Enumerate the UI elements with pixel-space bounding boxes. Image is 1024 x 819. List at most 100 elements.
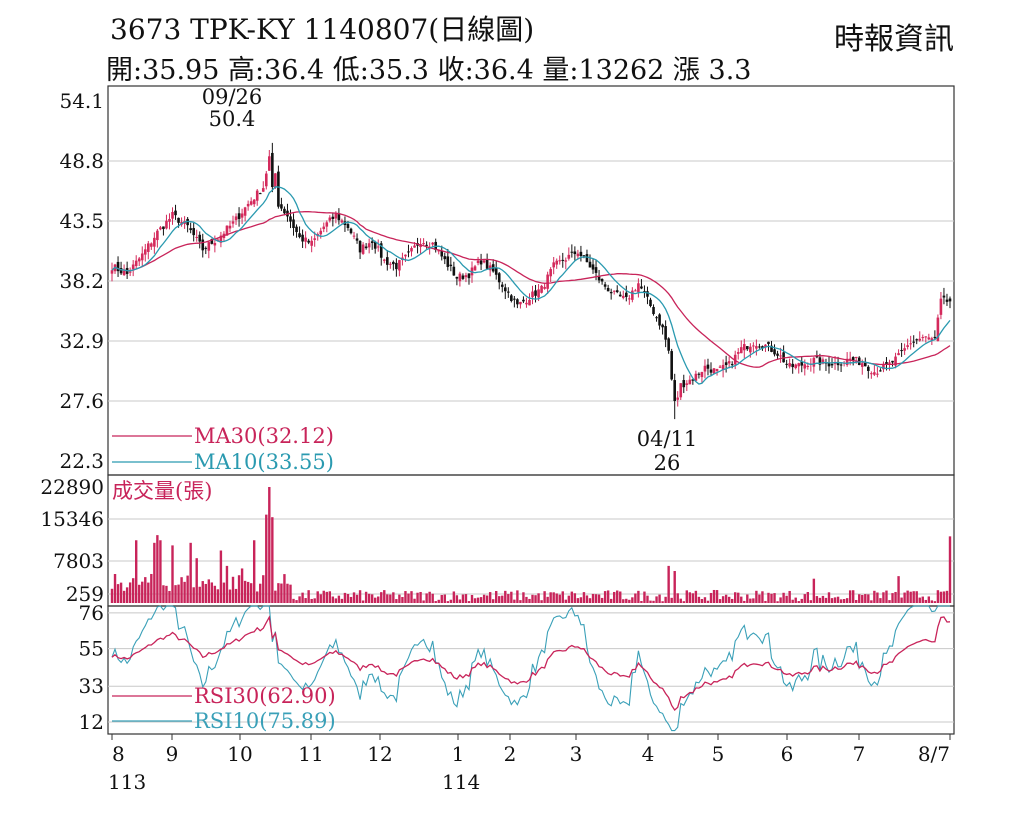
candle-body: [376, 246, 380, 248]
candle-body: [546, 274, 549, 289]
volume-bar: [325, 591, 328, 603]
volume-bar: [180, 577, 183, 603]
candle-body: [746, 346, 749, 350]
candle-body: [755, 346, 758, 349]
volume-bar: [682, 601, 685, 603]
candle-body: [137, 258, 141, 262]
x-month-label: 10: [227, 742, 252, 766]
volume-bar: [286, 583, 289, 603]
candle-body: [246, 203, 250, 207]
volume-bar: [322, 590, 325, 603]
volume-bar: [373, 597, 377, 603]
candle-body: [664, 326, 667, 340]
candle-body: [682, 380, 686, 388]
volume-bar: [873, 590, 876, 603]
volume-bar: [839, 599, 843, 603]
volume-bar: [419, 591, 422, 603]
volume-bar: [304, 598, 307, 603]
volume-bar: [761, 591, 764, 603]
volume-bar: [903, 592, 906, 603]
candle-body: [703, 365, 707, 372]
ma10-line: [111, 186, 951, 385]
volume-bar: [434, 601, 437, 603]
candle-body: [461, 275, 465, 279]
candle-body: [201, 239, 205, 251]
candle-body: [776, 353, 779, 356]
volume-bar: [540, 600, 543, 603]
volume-bar: [389, 594, 392, 603]
candle-body: [255, 190, 259, 201]
candle-body: [876, 373, 879, 375]
candle-body: [500, 284, 504, 287]
candle-body: [443, 256, 447, 260]
volume-bar: [513, 599, 516, 603]
candle-body: [612, 290, 616, 292]
volume-bar: [249, 583, 253, 603]
volume-bar: [125, 587, 129, 603]
volume-bar: [631, 597, 634, 603]
volume-bar: [897, 576, 900, 603]
candle-body: [906, 345, 909, 347]
candle-body: [510, 295, 513, 301]
volume-bar: [652, 600, 655, 603]
candle-body: [540, 285, 543, 293]
volume-bar: [909, 591, 912, 603]
candle-body: [791, 363, 794, 368]
candle-body: [528, 299, 531, 306]
candle-body: [579, 251, 583, 256]
legend-ma30: MA30(32.12): [194, 424, 334, 448]
volume-bar: [177, 584, 180, 603]
candle-body: [395, 262, 398, 270]
candle-body: [476, 260, 480, 264]
candle-body: [452, 266, 456, 276]
rsi-tick-label: 33: [79, 674, 104, 698]
candle-body: [198, 234, 202, 242]
volume-bar: [358, 590, 362, 603]
candle-body: [933, 336, 937, 339]
volume-bar: [746, 594, 749, 603]
candle-body: [174, 210, 177, 216]
volume-bar: [404, 591, 407, 603]
volume-bar: [749, 598, 752, 603]
volume-bar: [888, 600, 891, 603]
x-month-label: 4: [642, 742, 655, 766]
candle-body: [355, 238, 359, 241]
volume-bar: [655, 596, 658, 603]
volume-bar: [201, 581, 204, 603]
volume-bar: [643, 591, 646, 603]
candle-body: [797, 363, 801, 367]
candle-body: [609, 292, 613, 294]
volume-bar: [800, 598, 803, 603]
volume-bar: [582, 592, 586, 603]
candle-body: [806, 365, 810, 367]
volume-bar: [585, 595, 589, 603]
candle-body: [851, 357, 855, 361]
volume-bar: [791, 599, 794, 603]
rsi-tick-label: 76: [79, 601, 104, 625]
candle-body: [140, 253, 144, 261]
volume-bar: [794, 597, 797, 603]
ma30-line: [111, 210, 951, 368]
candle-body: [177, 217, 180, 223]
volume-bar: [522, 592, 525, 603]
volume-bar: [637, 590, 640, 603]
candle-body: [700, 371, 704, 378]
volume-bar: [416, 592, 419, 603]
volume-bar: [147, 582, 150, 603]
candle-body: [398, 260, 401, 271]
candle-body: [171, 211, 174, 219]
source-label: 時報資訊: [834, 22, 954, 57]
candle-body: [573, 251, 577, 255]
volume-bar: [727, 596, 731, 603]
candle-body: [479, 260, 483, 265]
candle-body: [918, 338, 922, 341]
volume-bar: [331, 596, 335, 603]
candle-body: [192, 228, 195, 236]
candle-body: [458, 273, 462, 282]
candle-body: [410, 248, 413, 252]
candle-body: [555, 260, 559, 265]
volume-bar: [531, 594, 534, 603]
candle-body: [606, 287, 610, 292]
volume-bar: [119, 582, 123, 603]
candle-body: [128, 271, 132, 273]
